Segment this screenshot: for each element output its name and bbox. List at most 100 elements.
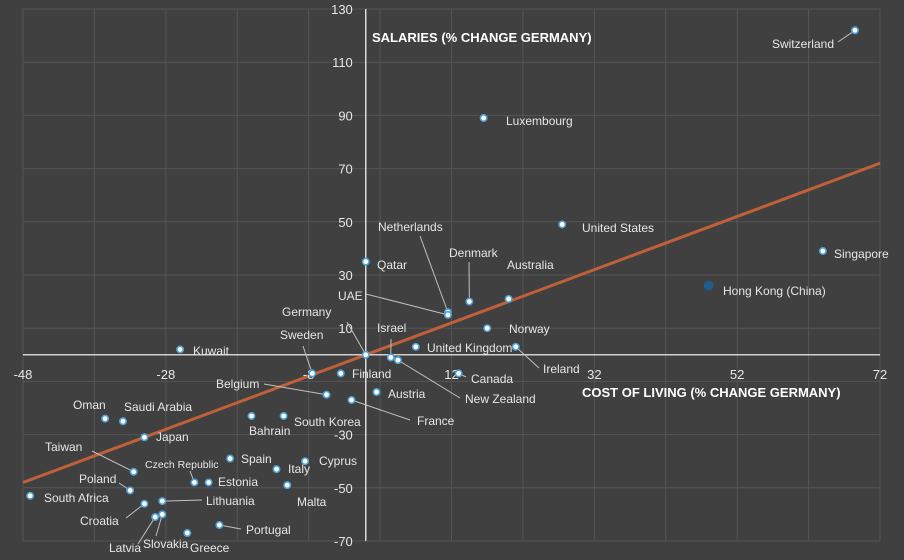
label-greece: Greece	[190, 541, 230, 555]
label-belgium: Belgium	[216, 377, 259, 391]
point-uae	[443, 310, 452, 319]
x-tick-label: -28	[156, 367, 175, 382]
leader-line-belgium	[263, 383, 327, 396]
point-israel	[386, 353, 395, 362]
point-saudi-arabia	[118, 417, 127, 426]
point-lithuania	[158, 497, 167, 506]
y-tick-label: -50	[334, 481, 353, 496]
data-points	[26, 26, 860, 538]
point-finland	[336, 369, 345, 378]
label-japan: Japan	[156, 430, 189, 444]
y-tick-label: 110	[332, 55, 353, 70]
point-hong-kong-china	[703, 280, 714, 291]
label-south-korea: South Korea	[294, 415, 361, 429]
label-singapore: Singapore	[834, 247, 889, 261]
point-austria	[372, 388, 381, 397]
point-france	[347, 396, 356, 405]
label-south-africa: South Africa	[44, 491, 109, 505]
point-south-korea	[279, 411, 288, 420]
label-united-states: United States	[582, 221, 654, 235]
point-australia	[504, 294, 513, 303]
point-japan	[140, 433, 149, 442]
label-austria: Austria	[388, 387, 426, 401]
label-australia: Australia	[507, 258, 554, 272]
x-tick-label: 52	[730, 367, 744, 382]
point-slovakia	[158, 510, 167, 519]
point-norway	[483, 324, 492, 333]
leader-line-netherlands	[419, 235, 449, 313]
point-belgium	[322, 390, 331, 399]
point-sweden	[308, 369, 317, 378]
point-cyprus	[301, 457, 310, 466]
trendline-group	[22, 161, 881, 484]
leader-line-uae	[365, 293, 449, 316]
point-taiwan	[129, 467, 138, 476]
label-israel: Israel	[377, 321, 406, 335]
point-spain	[226, 454, 235, 463]
label-switzerland: Switzerland	[772, 37, 834, 51]
label-kuwait: Kuwait	[193, 344, 230, 358]
x-tick-label: 32	[587, 367, 601, 382]
point-ireland	[511, 342, 520, 351]
label-slovakia: Slovakia	[143, 537, 189, 551]
point-united-states	[558, 220, 567, 229]
leader-line-ireland	[515, 346, 540, 369]
point-portugal	[215, 521, 224, 530]
label-portugal: Portugal	[246, 523, 291, 537]
point-italy	[272, 465, 281, 474]
label-latvia: Latvia	[109, 541, 141, 555]
point-united-kingdom	[411, 342, 420, 351]
label-czech-republic: Czech Republic	[145, 459, 219, 471]
point-denmark	[465, 297, 474, 306]
label-oman: Oman	[73, 398, 106, 412]
y-tick-label: 30	[338, 268, 352, 283]
label-bahrain: Bahrain	[249, 424, 290, 438]
label-estonia: Estonia	[218, 475, 258, 489]
label-france: France	[417, 414, 455, 428]
point-singapore	[818, 247, 827, 256]
axes	[23, 9, 880, 541]
label-qatar: Qatar	[377, 258, 407, 272]
x-tick-label: -48	[14, 367, 33, 382]
label-netherlands: Netherlands	[378, 220, 443, 234]
point-malta	[283, 481, 292, 490]
point-greece	[183, 529, 192, 538]
point-latvia	[151, 513, 160, 522]
label-italy: Italy	[288, 462, 310, 476]
y-tick-label: 70	[338, 162, 352, 177]
y-axis-title: SALARIES (% CHANGE GERMANY)	[372, 30, 592, 45]
trendline	[22, 161, 881, 484]
point-kuwait	[176, 345, 185, 354]
point-poland	[126, 486, 135, 495]
y-tick-label: 130	[331, 2, 353, 17]
point-germany	[361, 350, 370, 359]
leader-line-taiwan	[91, 450, 134, 473]
point-south-africa	[26, 491, 35, 500]
point-labels: Switzerland Luxembourg United States Singap…	[44, 37, 889, 555]
label-denmark: Denmark	[449, 246, 499, 260]
label-canada: Canada	[471, 372, 513, 386]
point-estonia	[204, 478, 213, 487]
label-luxembourg: Luxembourg	[506, 114, 573, 128]
label-germany: Germany	[282, 305, 331, 319]
leader-line-sweden	[302, 345, 313, 374]
leader-line-france	[351, 399, 411, 421]
point-oman	[101, 414, 110, 423]
point-switzerland	[851, 26, 860, 35]
leader-line-new-zealand	[397, 359, 461, 399]
label-lithuania: Lithuania	[206, 494, 255, 508]
y-tick-label: -70	[334, 534, 353, 549]
label-ireland: Ireland	[543, 362, 580, 376]
label-taiwan: Taiwan	[45, 440, 82, 454]
y-tick-label: -30	[334, 428, 353, 443]
point-qatar	[361, 257, 370, 266]
label-poland: Poland	[79, 472, 116, 486]
point-canada	[454, 369, 463, 378]
point-luxembourg	[479, 114, 488, 123]
label-united-kingdom: United Kingdom	[427, 341, 512, 355]
gridlines	[22, 8, 881, 542]
leader-line-lithuania	[162, 499, 203, 502]
label-malta: Malta	[297, 495, 327, 509]
label-uae: UAE	[338, 289, 363, 303]
